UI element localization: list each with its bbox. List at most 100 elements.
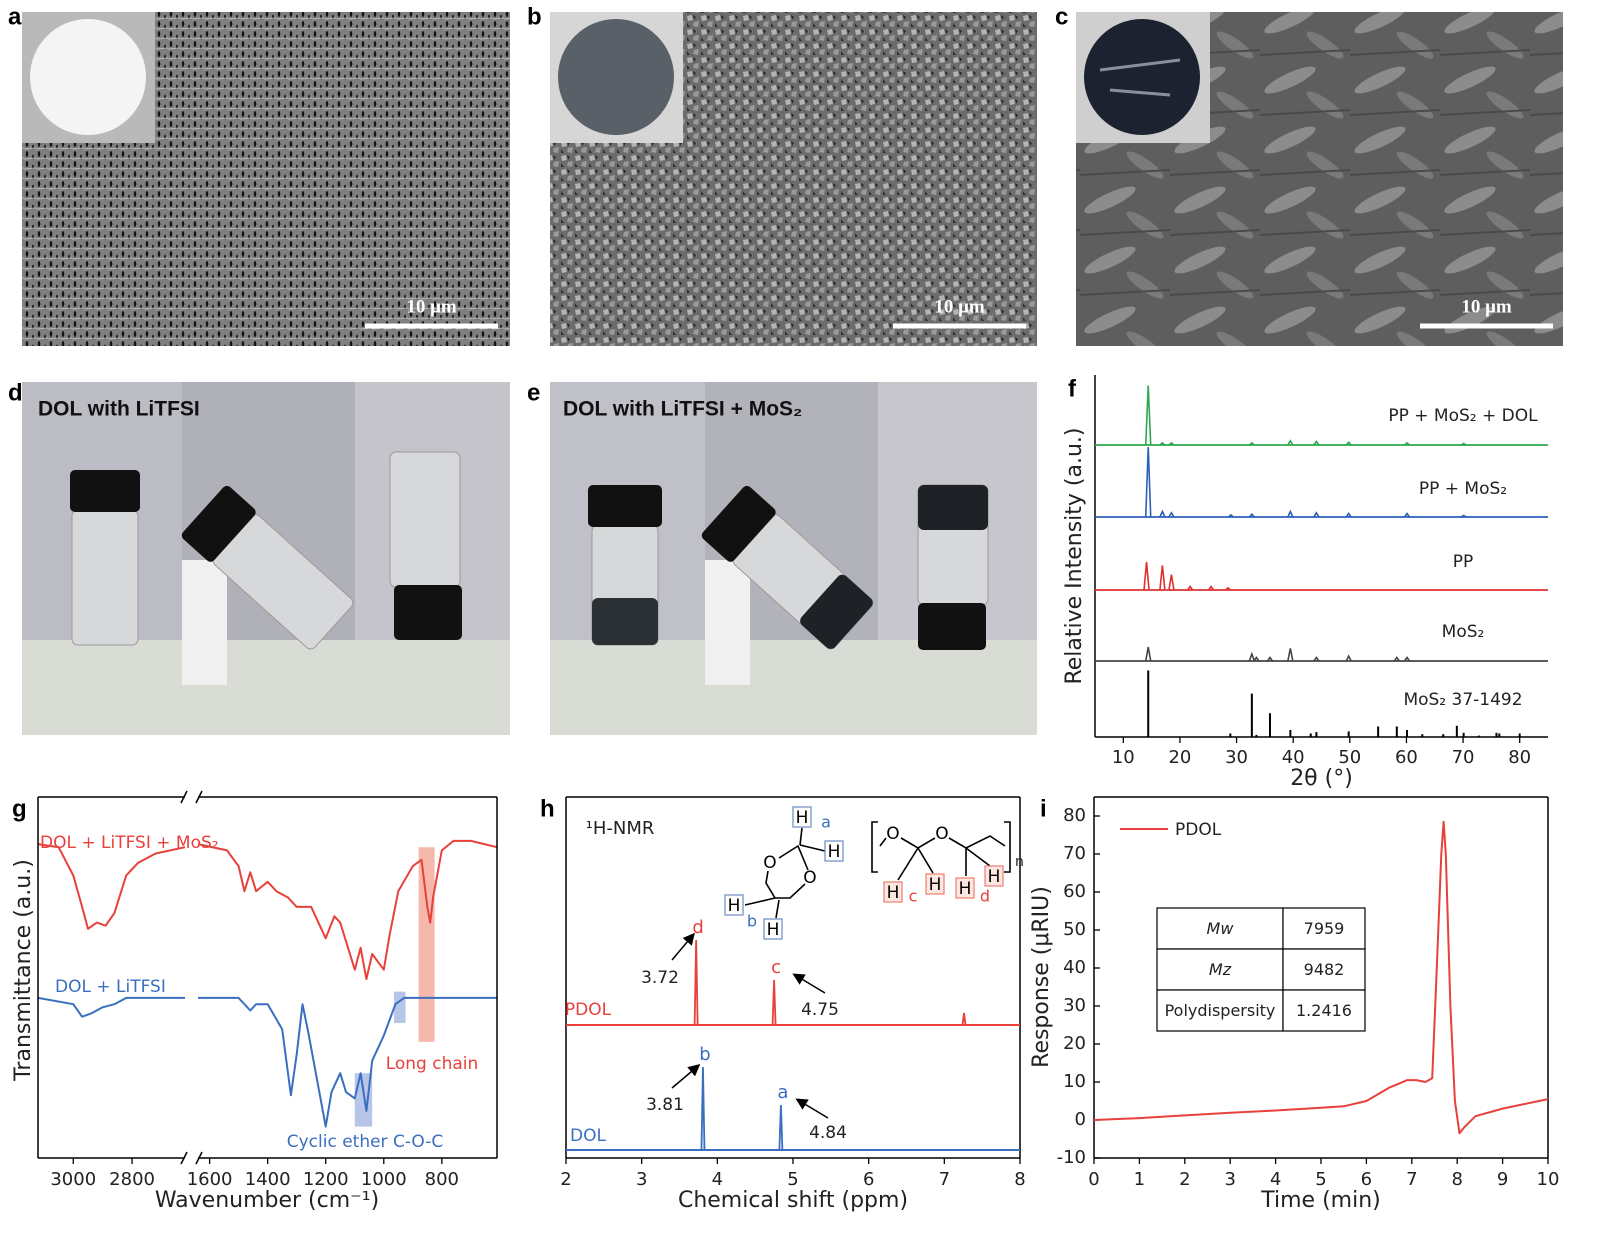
table-cell	[1156, 948, 1284, 991]
atom-box	[883, 881, 903, 903]
table-text: 9482	[1304, 960, 1345, 979]
peak	[1393, 656, 1400, 662]
table-cell	[1282, 907, 1366, 950]
panel-label: i	[1040, 795, 1047, 822]
decor	[800, 574, 873, 649]
x-tick-label: 3000	[50, 1169, 96, 1190]
peak	[1345, 512, 1352, 518]
x-tick-label: 8	[1014, 1169, 1025, 1190]
photo-caption: DOL with LiTFSI + MoS₂	[563, 398, 802, 421]
table-text: Polydispersity	[1165, 1001, 1276, 1020]
peak	[771, 979, 777, 1026]
series-label: DOL + LiTFSI	[55, 977, 166, 997]
series-label: PP	[1453, 552, 1474, 572]
decor	[871, 821, 1011, 873]
y-tick-label: -10	[1057, 1147, 1086, 1168]
disc	[30, 19, 146, 135]
photo-e	[550, 382, 1037, 735]
atom: O	[886, 824, 899, 844]
y-tick-label: 10	[1063, 1071, 1086, 1092]
x-tick-label: 1400	[245, 1169, 291, 1190]
peak-shift-label: 4.75	[801, 1000, 839, 1020]
series-label: MoS₂ 37-1492	[1403, 690, 1522, 710]
y-tick-label: 50	[1063, 919, 1086, 940]
y-axis-label: Response (μRIU)	[1029, 886, 1054, 1068]
y-tick-label: 40	[1063, 957, 1086, 978]
y-axis-label: Transmittance (a.u.)	[11, 859, 36, 1082]
atom-tag: d	[980, 887, 990, 906]
table-text: Mz	[1209, 960, 1232, 979]
disc	[558, 19, 674, 135]
panel-label: d	[8, 379, 23, 406]
y-axis-label: Relative Intensity (a.u.)	[1062, 427, 1087, 684]
x-tick-label: 3	[1224, 1169, 1235, 1190]
atom-box	[955, 877, 975, 899]
x-tick-label: 10	[1112, 747, 1135, 768]
peak	[1403, 441, 1411, 446]
x-tick-label: 0	[1088, 1169, 1099, 1190]
highlight-band	[393, 991, 406, 1024]
peak	[700, 1066, 706, 1151]
x-tick-label: 70	[1452, 747, 1475, 768]
peak	[1345, 440, 1352, 446]
panel-label: a	[8, 3, 22, 30]
peak	[1248, 441, 1255, 446]
decor	[701, 485, 776, 562]
legend-label: PDOL	[1175, 820, 1222, 840]
x-tick-label: 60	[1395, 747, 1418, 768]
peak	[1168, 511, 1175, 518]
decor	[744, 827, 826, 919]
disc	[1084, 19, 1200, 135]
atom-box	[925, 873, 945, 895]
y-tick-label: 0	[1075, 1109, 1086, 1130]
peak	[1144, 446, 1152, 518]
series-label: MoS₂	[1442, 622, 1485, 642]
atom-box	[763, 918, 783, 940]
axis-break-mark	[180, 790, 203, 804]
reflection	[1099, 58, 1181, 97]
arrow	[671, 1064, 701, 1089]
highlight-band	[354, 1073, 373, 1127]
peak	[961, 1012, 967, 1026]
x-tick-label: 7	[939, 1169, 950, 1190]
peak	[1287, 509, 1294, 518]
decor	[550, 640, 1037, 735]
series-label: DOL	[570, 1126, 606, 1146]
decor	[701, 485, 874, 650]
atom: H	[988, 867, 1001, 887]
table-cell	[1156, 989, 1284, 1032]
y-tick-label: 80	[1063, 805, 1086, 826]
x-axis-label: Time (min)	[1260, 1188, 1381, 1213]
decor	[181, 485, 256, 562]
x-tick-label: 10	[1537, 1169, 1560, 1190]
decor	[592, 598, 658, 645]
peak	[1144, 646, 1152, 662]
panel-label: b	[527, 3, 542, 30]
x-tick-label: 40	[1282, 747, 1305, 768]
peak-shift-label: 3.72	[641, 968, 679, 988]
peak	[1248, 651, 1256, 662]
arrow	[792, 973, 826, 994]
x-tick-label: 1200	[303, 1169, 349, 1190]
series-label: PP + MoS₂	[1419, 479, 1507, 499]
decor	[181, 485, 354, 650]
x-axis-label: 2θ (°)	[1290, 766, 1353, 791]
x-tick-label: 4	[712, 1169, 723, 1190]
scale-bar-label: 10 μm	[934, 296, 985, 317]
x-tick-label: 2	[1179, 1169, 1190, 1190]
x-tick-label: 1	[1134, 1169, 1145, 1190]
atom-box	[984, 865, 1004, 887]
table-text: 7959	[1304, 919, 1345, 938]
x-axis-label: Wavenumber (cm⁻¹)	[155, 1188, 379, 1213]
series-label: DOL + LiTFSI + MoS₂	[40, 833, 219, 853]
peak	[778, 1104, 784, 1151]
peak	[1168, 574, 1175, 591]
y-tick-label: 30	[1063, 995, 1086, 1016]
x-tick-label: 20	[1168, 747, 1191, 768]
atom-box	[824, 840, 844, 862]
axis-break-gap	[185, 793, 198, 801]
peak	[693, 939, 699, 1026]
arrow	[671, 932, 695, 961]
decor	[22, 640, 510, 735]
